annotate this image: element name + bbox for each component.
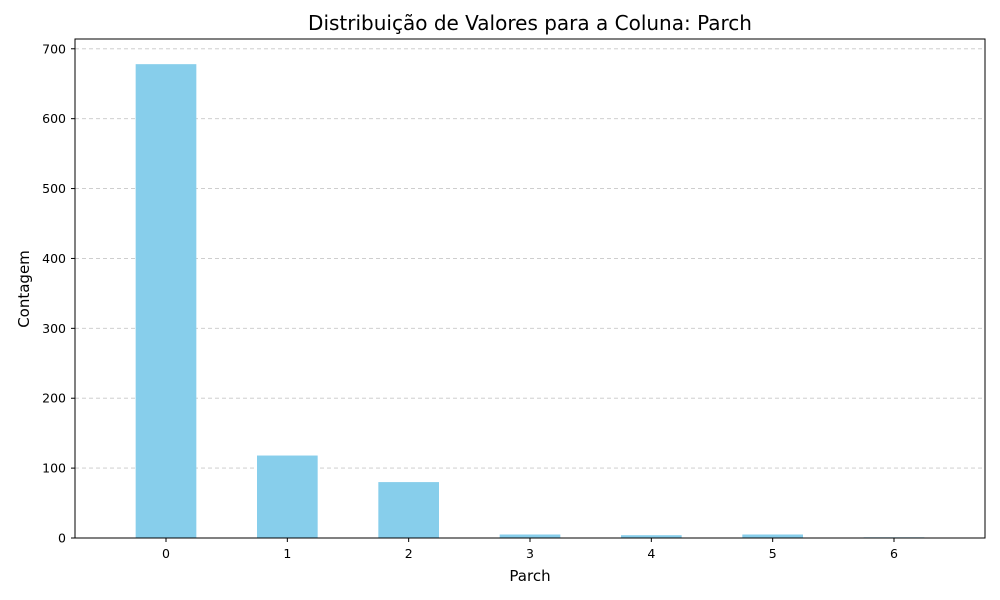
y-tick-label: 400 [42,251,66,266]
x-tick-label: 2 [405,546,413,561]
x-tick-label: 1 [283,546,291,561]
y-axis-label: Contagem [15,250,33,328]
y-tick-label: 300 [42,321,66,336]
y-tick-label: 200 [42,391,66,406]
x-tick-label: 3 [526,546,534,561]
x-axis-label: Parch [509,567,550,585]
y-tick-label: 600 [42,111,66,126]
bar-5 [742,534,803,538]
y-tick-label: 500 [42,181,66,196]
y-tick-label: 0 [58,531,66,546]
x-tick-label: 4 [647,546,655,561]
plot-frame [74,38,986,539]
x-tick-label: 0 [162,546,170,561]
x-tick-label: 6 [890,546,898,561]
chart-title: Distribuição de Valores para a Coluna: P… [308,11,752,35]
bar-0 [135,64,197,538]
bars [135,64,925,538]
bar-4 [621,535,682,538]
bar-3 [499,534,561,538]
y-tick-label: 700 [42,41,66,56]
y-tick-label: 100 [42,461,66,476]
x-tick-label: 5 [769,546,777,561]
x-axis-ticks: 0 1 2 3 4 5 6 [162,538,898,561]
grid-lines [75,48,985,539]
bar-2 [378,482,439,538]
bar-1 [257,455,318,538]
y-axis-ticks: 0 100 200 300 400 500 600 700 [42,41,75,546]
